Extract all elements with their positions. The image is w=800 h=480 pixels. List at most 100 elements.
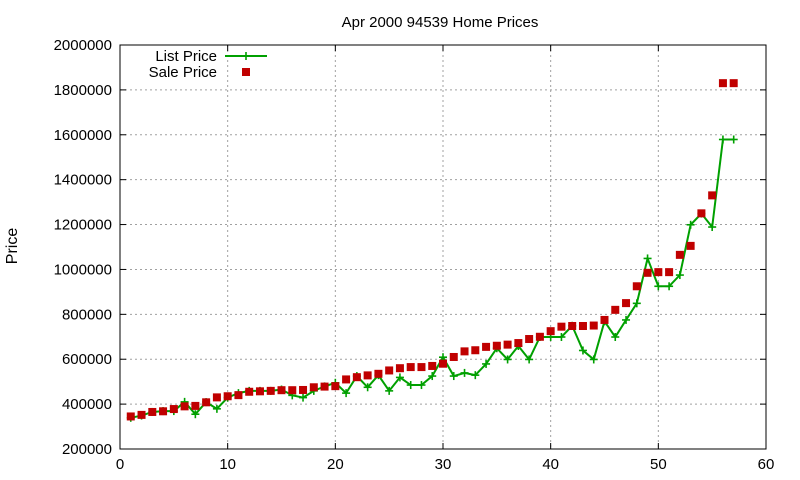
x-tick-label: 10 [219,456,236,473]
list-price-point [395,373,404,382]
sale-price-point [439,359,447,368]
x-tick-label: 60 [758,456,775,473]
series-sale-price [126,79,738,421]
sale-price-point [417,363,426,372]
legend-sample-sale-price [242,68,250,76]
sale-price-point [686,241,695,250]
list-price-point [482,359,491,368]
list-price-point [363,383,372,392]
sale-price-point [352,373,361,382]
y-tick-label: 200000 [62,441,112,458]
list-price-point [578,346,587,355]
sale-price-point [514,339,523,348]
x-tick-label: 40 [542,456,559,473]
y-tick-label: 400000 [62,396,112,413]
list-price-point [299,393,308,402]
sale-price-point [708,191,717,200]
sale-price-point [535,332,544,341]
legend-sample-list-price [225,52,267,60]
list-price-point [449,372,458,381]
list-price-point [632,299,641,308]
sale-price-point [385,366,394,375]
list-price-point [686,220,695,229]
sale-price-point [428,361,437,370]
sale-price-point [729,79,738,88]
sale-price-point [191,401,200,410]
sale-price-point [578,322,587,331]
sale-price-point [482,342,491,351]
sale-price-point [600,315,609,324]
list-price-point [622,315,631,324]
list-price-point [503,355,512,364]
sale-price-point [320,382,329,391]
sale-price-point [643,268,652,277]
sale-price-point [234,391,243,400]
list-price-point [675,271,684,280]
sale-price-point [697,209,706,218]
sale-price-point [632,282,641,291]
sale-price-point [395,364,404,373]
sale-price-point [546,327,555,336]
sale-price-point [675,250,684,259]
y-tick-label: 1200000 [54,217,112,234]
sale-price-point [406,363,415,372]
grid-lines [120,45,766,449]
sale-price-point [525,335,534,344]
sale-price-point [718,79,727,88]
list-price-point [471,371,480,380]
sale-price-point [471,346,480,355]
sale-price-point [299,385,308,394]
list-price-point [589,355,598,364]
y-tick-label: 1400000 [54,172,112,189]
sale-price-point [654,268,663,277]
sale-price-point [159,407,168,416]
sale-price-point [503,340,512,349]
sale-price-point [223,392,232,401]
list-price-point [460,368,469,377]
y-axis-label: Price [4,228,21,265]
sale-price-point [288,386,297,395]
list-price-point [654,282,663,291]
sale-price-point [374,369,383,378]
sale-price-point [622,299,631,308]
sale-price-point [126,412,135,421]
list-price-point [385,386,394,395]
sale-price-point [589,321,598,330]
plot-frame [119,44,767,450]
list-price-point [191,410,200,419]
sale-price-point [277,386,286,395]
y-tick-label: 2000000 [54,37,112,54]
list-price-point [557,333,566,342]
list-price-point [417,381,426,390]
legend-list-price-marker [242,52,250,60]
sale-price-point [568,322,577,331]
x-tick-label: 0 [116,456,124,473]
list-price-point [525,355,534,364]
sale-price-point [180,402,189,411]
y-tick-label: 1000000 [54,261,112,278]
series-list-price [126,135,738,422]
legend-sale-price-marker [242,68,250,76]
sale-price-point [449,352,458,361]
x-tick-label: 50 [650,456,667,473]
sale-price-point [665,268,674,277]
list-price-point [729,135,738,144]
sale-price-point [460,347,469,356]
sale-price-point [255,387,264,396]
sale-price-point [212,393,221,402]
y-tick-label: 600000 [62,351,112,368]
legend: List Price Sale Price [149,48,267,81]
list-price-point [643,254,652,263]
sale-price-point [169,405,178,414]
sale-price-point [492,341,501,350]
list-price-point [212,404,221,413]
legend-label-list-price: List Price [155,48,217,65]
list-price-point [665,282,674,291]
series-layer [126,79,738,422]
sale-price-point [266,386,275,395]
list-price-point [611,333,620,342]
sale-price-point [309,383,318,392]
sale-price-point [342,375,351,384]
list-price-point [342,389,351,398]
